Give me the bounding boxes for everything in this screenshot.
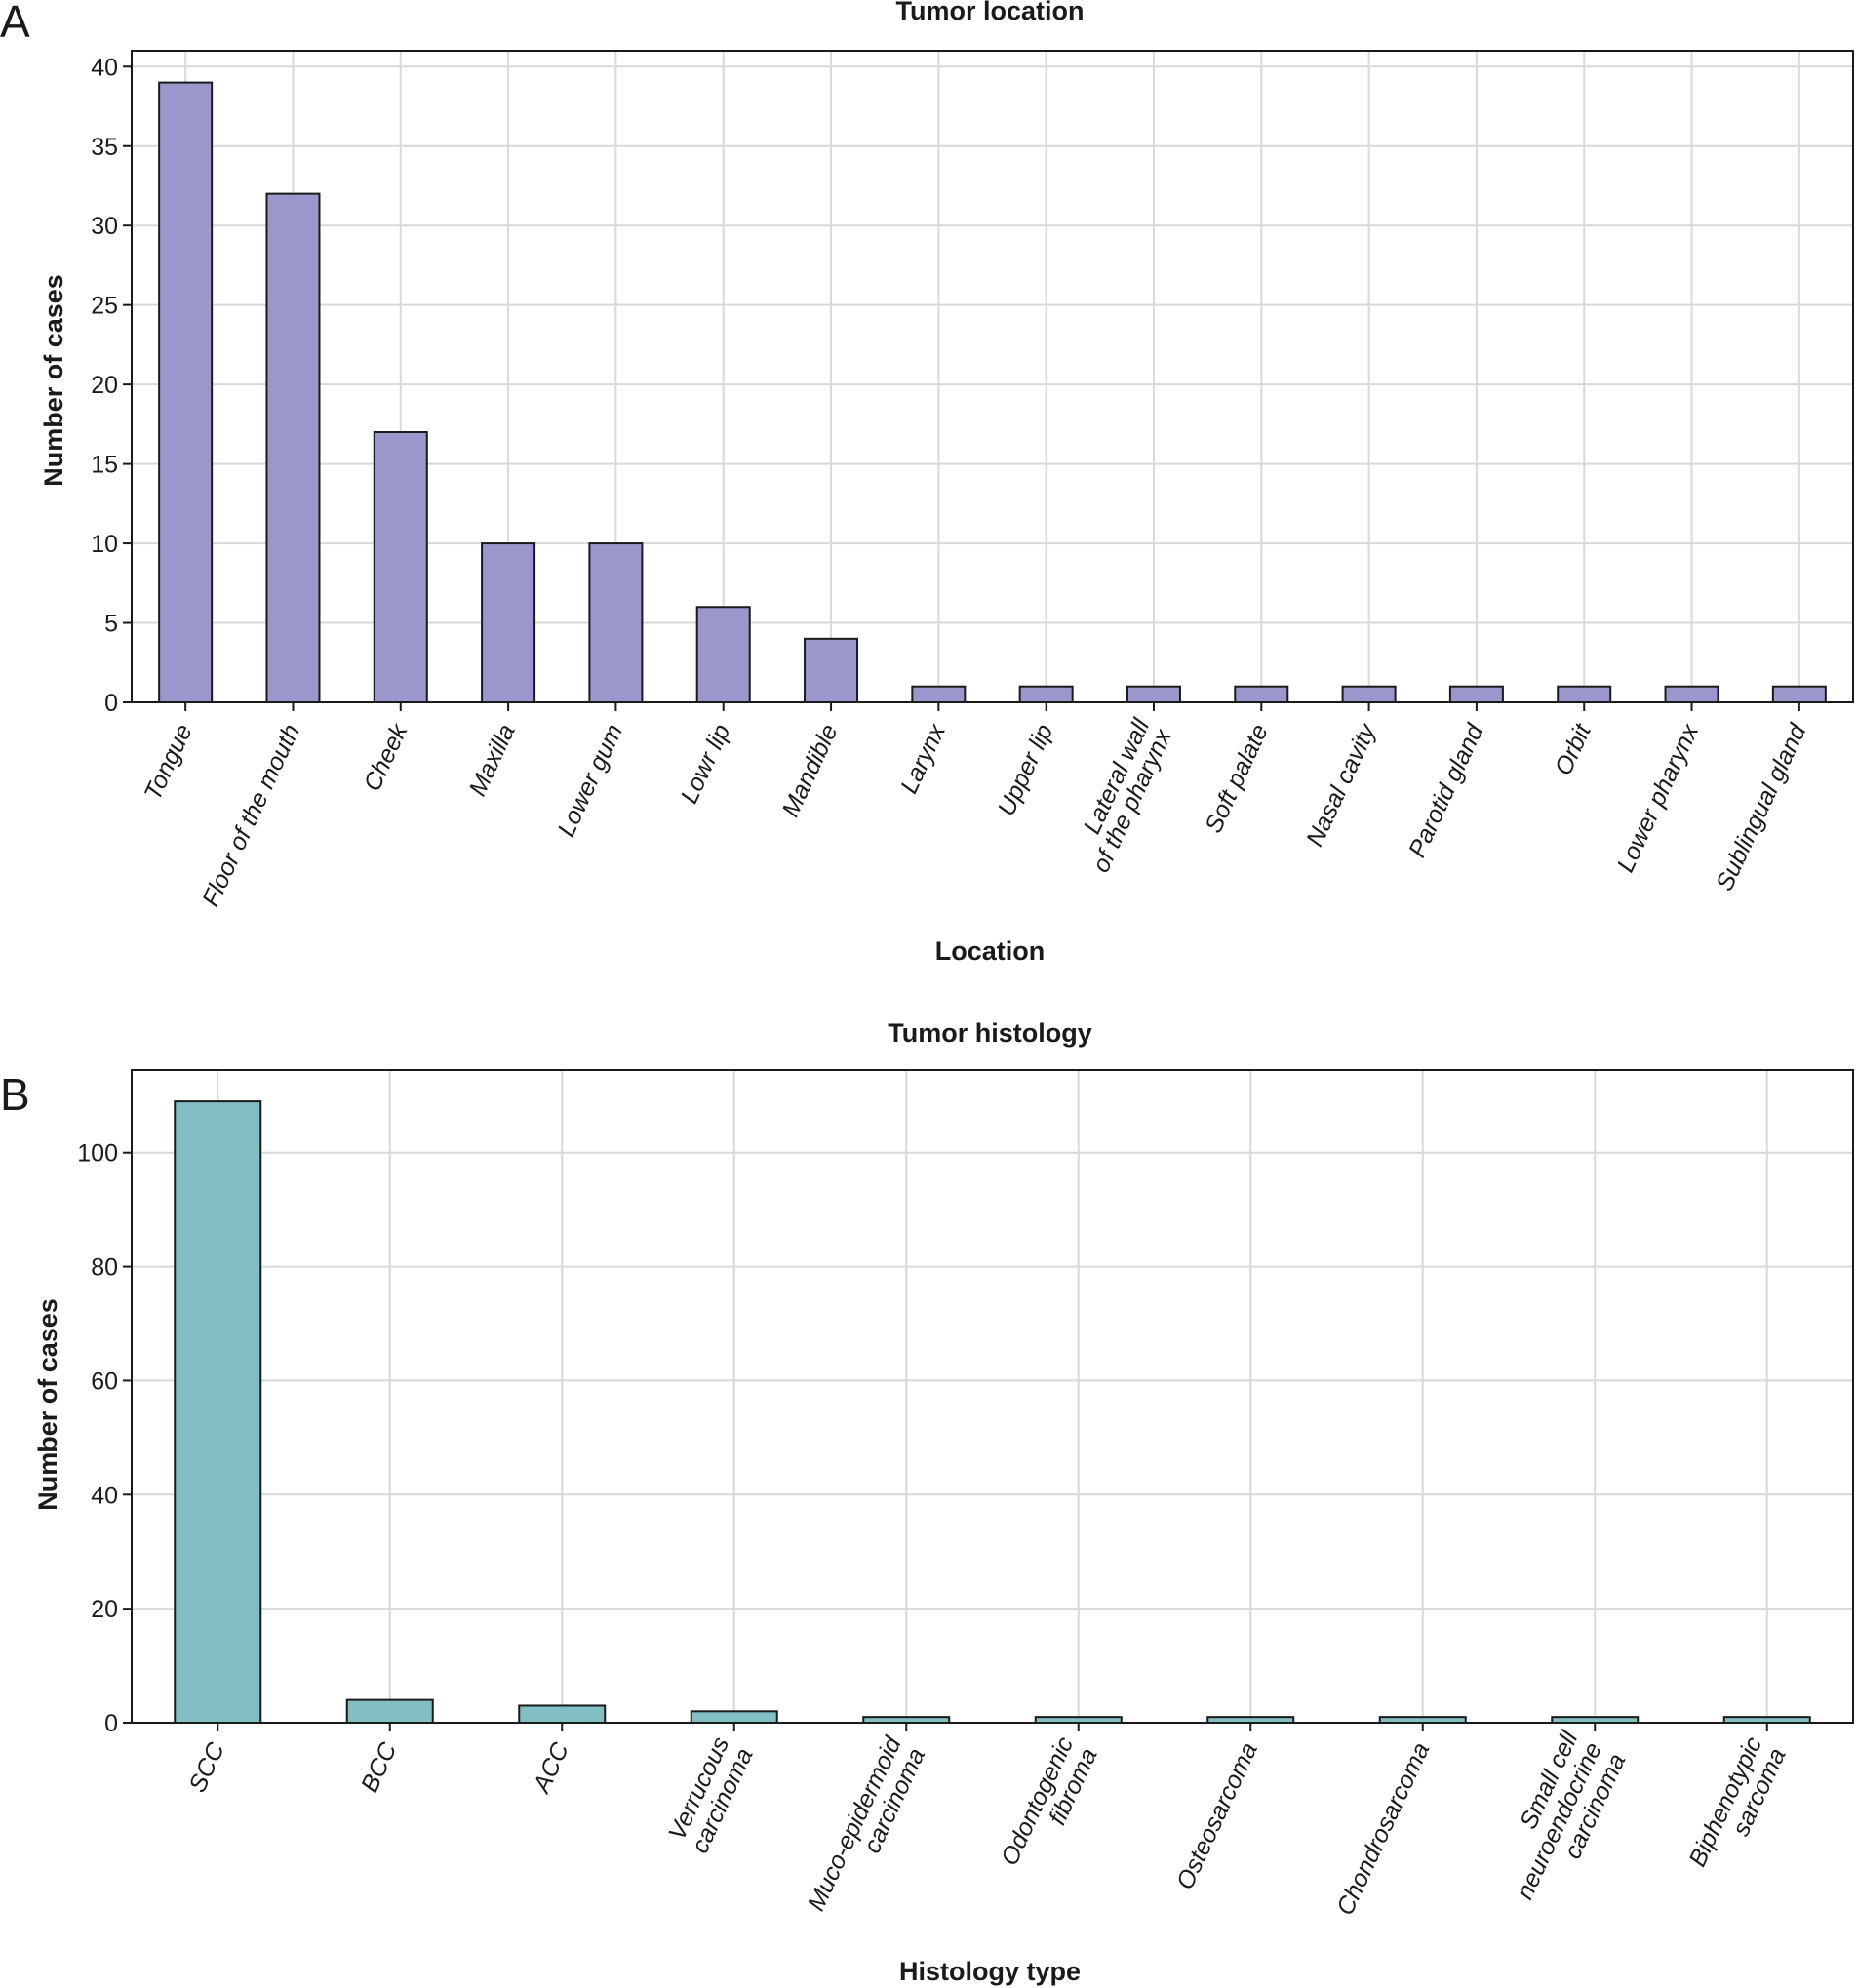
bar [345,1698,434,1724]
bar [695,606,751,703]
y-tick-label: 80 [91,1254,118,1282]
x-tick-label: Lower gum [552,720,628,841]
bar [804,637,859,704]
y-tick-label: 20 [91,372,118,399]
y-tick-label: 30 [91,213,118,240]
bar [158,81,214,703]
y-tick-label: 15 [91,452,118,479]
chart-title: Tumor histology [888,1018,1092,1048]
gridlines [132,51,1853,702]
bar [265,192,321,703]
bar [518,1704,607,1724]
x-tick-label: Verrucouscarcinoma [662,1732,759,1857]
x-tick-label: BCC [356,1737,403,1797]
panel-letter-b: B [0,1069,30,1120]
x-tick-label: Cheek [359,719,415,796]
y-tick-label: 40 [91,54,118,81]
x-tick-label: SCC [183,1737,230,1797]
tumor-histology-chart: Tumor histology Number of cases Histolog… [33,1018,1854,1986]
x-tick-label: Odontogenicfibroma [996,1732,1103,1881]
y-tick-label: 5 [104,611,118,638]
x-tick-label: Parotid gland [1403,719,1489,861]
y-tick-label: 25 [91,293,118,320]
y-tick-label: 0 [104,690,118,717]
bar [1234,685,1289,704]
y-tick-label: 60 [91,1368,118,1395]
x-axis: Tongue Floor of the mouth Cheek Maxilla Lowe… [139,702,1812,911]
bar [911,685,967,704]
bar [481,542,536,704]
y-axis-label: Number of cases [33,1298,62,1511]
y-tick-label: 20 [91,1596,118,1623]
x-tick-label: Lateral wallof the pharynx [1065,713,1178,876]
x-axis-label: Histology type [899,1957,1081,1986]
x-tick-label: Osteosarcoma [1171,1738,1263,1893]
y-axis-label: Number of cases [39,274,68,487]
x-axis-label: Location [935,936,1046,966]
x-tick-label: Orbit [1550,719,1598,779]
x-tick-label: Mandible [776,720,843,821]
x-tick-label: ACC [527,1737,574,1798]
x-tick-label: Tongue [139,720,198,805]
x-axis: SCC BCC ACC Verrucouscarcinoma Muco-epidermo… [183,1723,1792,1926]
chart-title: Tumor location [896,0,1085,25]
plot-frame [131,1069,1854,1724]
y-tick-label: 35 [91,134,118,161]
bars [174,1100,1811,1725]
y-tick-label: 0 [104,1710,118,1737]
y-tick-label: 10 [91,531,118,558]
x-tick-label: Maxilla [464,720,521,800]
x-tick-label: Lowr lip [676,720,736,808]
y-tick-label: 100 [77,1140,118,1168]
x-tick-label: Upper lip [993,720,1059,820]
bar [588,542,644,704]
bar [1126,685,1181,704]
y-tick-label: 40 [91,1482,118,1509]
bar [1448,685,1504,704]
x-tick-label: Biphenotypicsarcoma [1683,1732,1792,1882]
bar [1771,685,1827,704]
bar [174,1100,262,1724]
x-tick-label: Small cellneuroendocrinecarcinoma [1487,1726,1632,1914]
y-axis: 0 20 40 60 80 100 [77,1140,132,1737]
tumor-location-chart: Tumor location Number of cases Location … [39,0,1854,966]
x-tick-label: Soft palate [1200,720,1274,837]
x-tick-label: Sublingual gland [1711,719,1812,895]
x-tick-label: Chondrosarcoma [1331,1738,1435,1920]
x-tick-label: Lower pharynx [1612,719,1705,877]
bar [1018,685,1074,704]
plot-frame [131,50,1854,703]
bar [1664,685,1719,704]
x-tick-label: Muco-epidermoidcarcinoma [803,1731,931,1926]
x-tick-label: Floor of the mouth [197,720,305,911]
bar [690,1710,778,1725]
x-tick-label: Nasal cavity [1301,719,1382,851]
bars [158,81,1827,704]
bar [373,431,428,703]
bar [1557,685,1612,704]
y-axis: 0 5 10 15 20 25 30 35 40 [91,54,132,717]
panel-letter-a: A [0,0,30,47]
x-tick-label: Larynx [895,719,952,798]
bar [1341,685,1397,704]
gridlines [132,1070,1853,1723]
